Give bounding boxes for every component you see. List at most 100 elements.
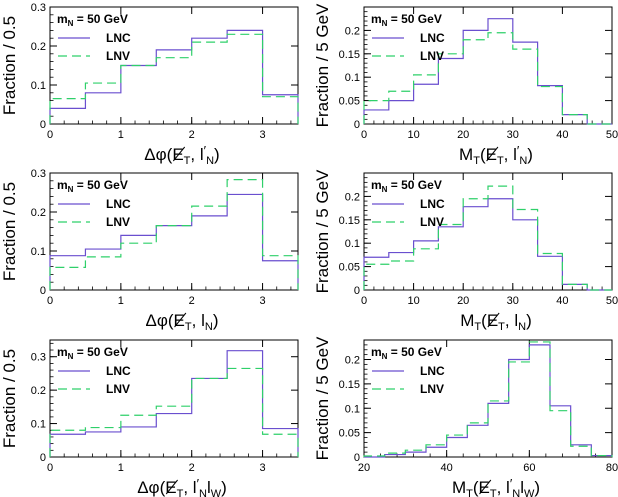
x-tick-label: 50 [606,295,618,307]
x-tick-label: 30 [507,295,519,307]
x-axis-title: Δφ(ET, l′N) [144,143,219,167]
panel-3: 0 0.1 0.2 0.3 0 1 2 3 mN = 50 GeV LNC LNV Fraction … [0,168,299,333]
y-tick-label: 0.1 [345,72,360,84]
x-axis-title: MT(ET, l′N) [459,143,533,167]
histogram-lnc [49,193,299,290]
mass-label: mN = 50 GeV [57,345,128,361]
histogram-lnv [49,367,299,457]
x-tick-label: 20 [457,295,469,307]
x-tick-label: 50 [606,129,618,141]
histogram-lnv [363,341,613,457]
mass-label: mN = 50 GeV [371,345,442,361]
x-tick-label: 40 [441,462,453,474]
y-tick-label: 0.2 [345,25,360,37]
x-tick-label: 1 [118,295,124,307]
x-tick-label: 1 [118,129,124,141]
histogram-lnc [363,18,612,125]
y-tick-label: 0.1 [31,80,46,92]
plot-frame [49,6,299,125]
mass-label: mN = 50 GeV [57,178,128,194]
missing-et-slash [486,146,499,162]
y-axis-title: Fraction / 0.5 [0,182,19,281]
x-tick-label: 3 [260,129,266,141]
y-tick-label: 0.2 [31,207,46,219]
histogram-lnc [363,198,612,291]
y-tick-label: 0.2 [345,355,360,367]
legend-label-lnc: LNC [420,197,445,211]
histogram-lnc [49,29,299,124]
histogram-lnv [363,185,612,291]
y-axis-title: Fraction / 5 GeV [313,336,332,460]
legend-label-lnv: LNV [420,382,444,396]
legend-label-lnc: LNC [106,31,131,45]
y-tick-label: 0.3 [31,168,46,180]
x-tick-label: 1 [118,462,124,474]
x-tick-label: 3 [260,295,266,307]
x-tick-label: 80 [606,462,618,474]
x-tick-label: 10 [407,295,419,307]
mass-label: mN = 50 GeV [57,12,128,28]
y-tick-label: 0 [354,285,360,297]
y-tick-label: 0.2 [345,191,360,203]
x-axis-title: Δφ(ET, lN) [146,311,219,333]
legend-label-lnv: LNV [106,49,130,63]
x-tick-label: 2 [189,462,195,474]
legend-label-lnv: LNV [106,215,130,229]
legend-label-lnc: LNC [420,31,445,45]
histogram-lnc [364,344,613,458]
y-axis-title: Fraction / 0.5 [0,349,19,448]
y-tick-label: 0.15 [339,379,360,391]
x-tick-label: 60 [523,462,535,474]
y-tick-label: 0.05 [339,262,360,274]
x-axis-title: MT(ET, l′NlW) [452,476,540,497]
mass-label: mN = 50 GeV [371,12,442,28]
x-tick-label: 0 [47,295,53,307]
y-tick-label: 0.15 [339,215,360,227]
x-tick-label: 0 [47,129,53,141]
legend-label-lnc: LNC [420,364,445,378]
x-tick-label: 20 [457,129,469,141]
y-tick-label: 0.3 [31,2,46,14]
histogram-lnc [49,350,299,457]
panel-6: 0 0.05 0.1 0.15 0.2 20 40 60 80 mN = 50 GeV LNC LNV… [313,336,618,497]
x-tick-label: 3 [260,462,266,474]
y-tick-label: 0.1 [345,238,360,250]
x-tick-label: 2 [189,129,195,141]
panel-2: 0 0.05 0.1 0.15 0.2 0 10 20 30 40 50 mN = 50 GeV LNC… [313,3,618,167]
y-tick-label: 0.1 [31,419,46,431]
y-tick-label: 0.2 [31,385,46,397]
y-axis-title: Fraction / 0.5 [0,16,19,115]
y-tick-label: 0.1 [345,403,360,415]
x-tick-label: 0 [361,295,367,307]
legend-label-lnc: LNC [106,364,131,378]
y-axis-title: Fraction / 5 GeV [313,169,332,293]
missing-et-slash [487,312,500,328]
plot-frame [363,6,613,125]
y-axis-title: Fraction / 5 GeV [313,3,332,127]
plot-frame [363,172,613,291]
histogram-lnv [49,179,299,290]
y-tick-label: 0 [40,452,46,464]
plot-frame [49,339,299,458]
histogram-lnv [49,33,299,124]
y-tick-label: 0.2 [31,41,46,53]
x-axis-title: Δφ(ET, l′NlW) [137,476,227,497]
x-tick-label: 10 [407,129,419,141]
legend-label-lnv: LNV [420,49,444,63]
x-tick-label: 40 [556,129,568,141]
mass-label: mN = 50 GeV [371,178,442,194]
panel-4: 0 0.05 0.1 0.15 0.2 0 10 20 30 40 50 mN = 50 GeV LNC… [313,169,618,333]
missing-et-slash [165,479,178,495]
x-tick-label: 0 [47,462,53,474]
y-tick-label: 0 [40,285,46,297]
panel-1: 0 0.1 0.2 0.3 0 1 2 3 mN = 50 GeV LNC LNV Fraction … [0,2,299,167]
legend-label-lnv: LNV [106,382,130,396]
y-tick-label: 0.05 [339,428,360,440]
x-tick-label: 40 [556,295,568,307]
y-tick-label: 0.3 [31,352,46,364]
y-tick-label: 0.05 [339,96,360,108]
panel-5: 0 0.1 0.2 0.3 0 1 2 3 mN = 50 GeV LNC LNV Fraction … [0,339,299,497]
y-tick-label: 0 [354,452,360,464]
missing-et-slash [172,146,186,162]
